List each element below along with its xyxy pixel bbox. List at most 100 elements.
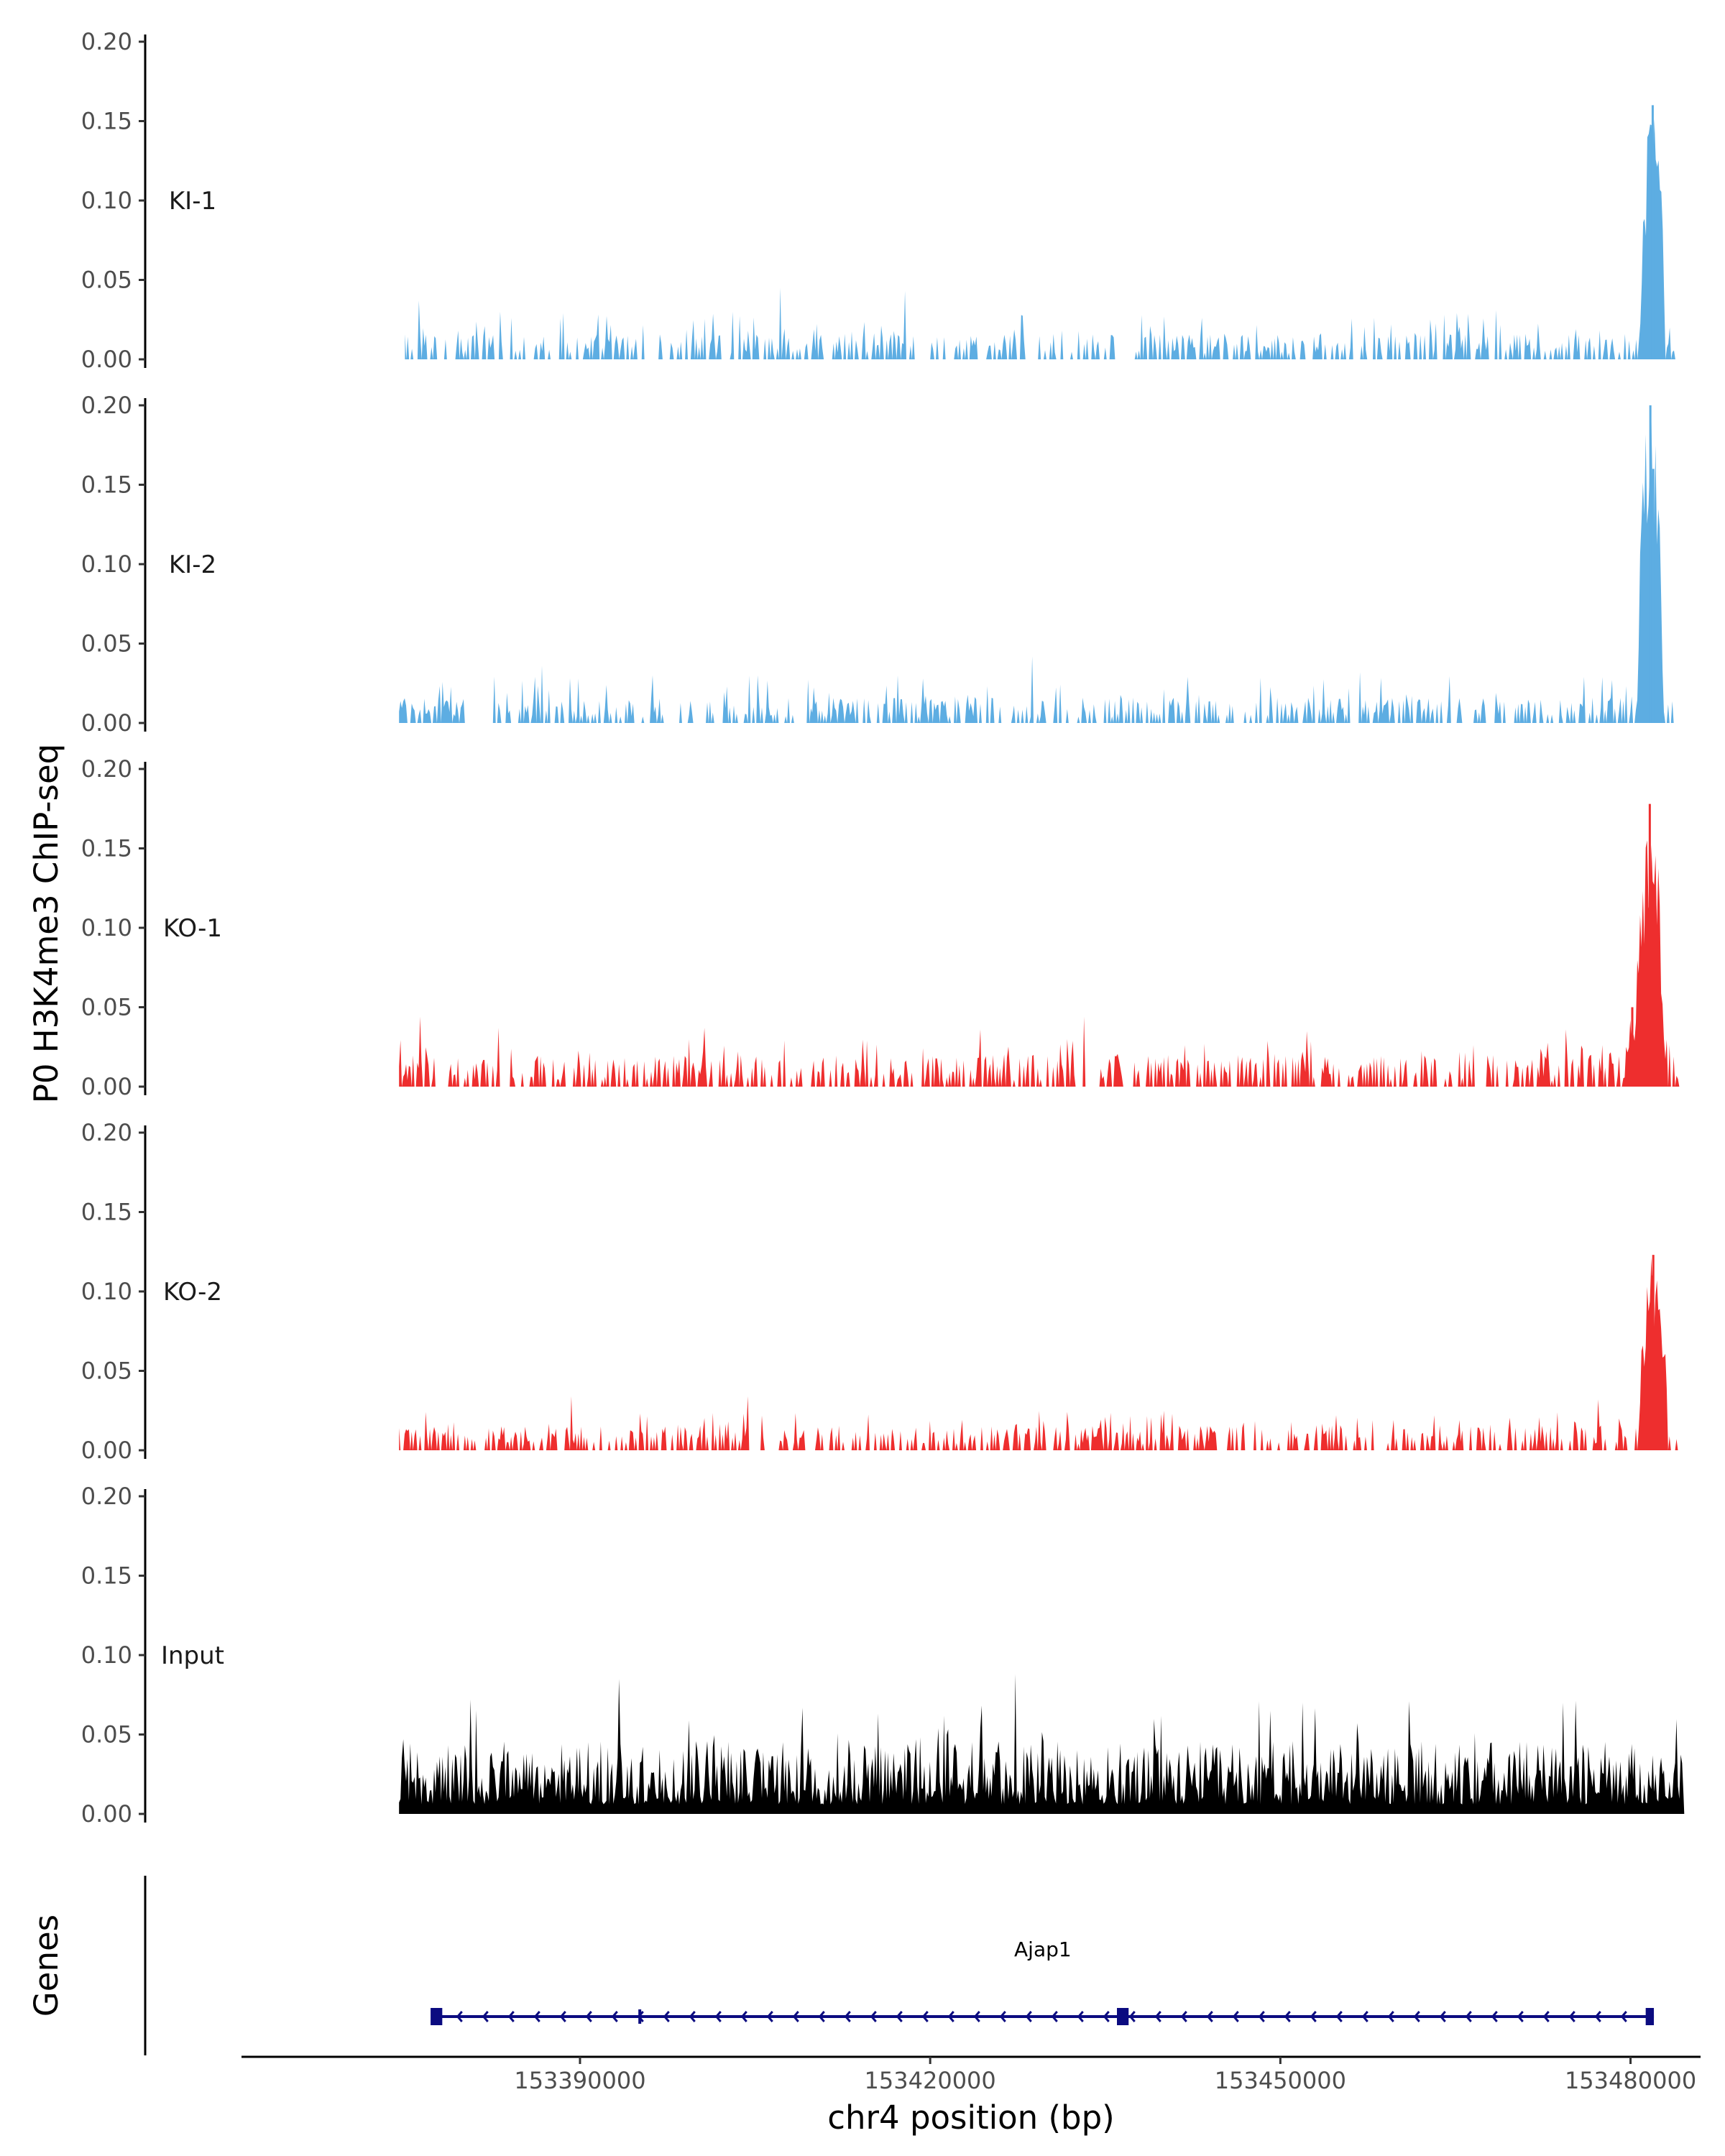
y-tick-label-ko-2: 0.05 — [81, 1358, 132, 1385]
y-tick-label-input: 0.15 — [81, 1562, 132, 1590]
strand-arrow-icon — [1517, 2011, 1524, 2022]
strand-arrow-icon — [1206, 2011, 1213, 2022]
strand-arrow-icon — [1491, 2011, 1498, 2022]
strand-arrow-icon — [740, 2011, 748, 2022]
strand-arrow-icon — [766, 2011, 773, 2022]
exon — [431, 2008, 443, 2025]
strand-arrow-icon — [1077, 2011, 1084, 2022]
y-tick-label-input: 0.20 — [81, 1483, 132, 1510]
strand-arrow-icon — [1620, 2011, 1627, 2022]
strand-arrow-icon — [1542, 2011, 1550, 2022]
strand-arrow-icon — [1568, 2011, 1576, 2022]
y-tick-label-ki-2: 0.15 — [81, 471, 132, 499]
y-tick-label-ki-2: 0.20 — [81, 392, 132, 419]
strand-arrow-icon — [1103, 2011, 1110, 2022]
gene-items: Ajap1 — [431, 1938, 1655, 2025]
strand-arrow-icon — [1025, 2011, 1032, 2022]
strand-arrow-icon — [947, 2011, 954, 2022]
y-tick-label-ki-2: 0.05 — [81, 630, 132, 658]
signal-area-ko-1 — [399, 840, 1680, 1087]
x-axis-title: chr4 position (bp) — [827, 2099, 1115, 2137]
strand-arrow-icon — [1465, 2011, 1472, 2022]
y-tick-label-ki-1: 0.00 — [81, 346, 132, 373]
y-tick-label-ko-2: 0.10 — [81, 1278, 132, 1305]
strand-arrow-icon — [1232, 2011, 1239, 2022]
exon — [1645, 2008, 1655, 2025]
strand-arrow-icon — [1051, 2011, 1058, 2022]
y-tick-label-ko-2: 0.15 — [81, 1199, 132, 1226]
strand-arrow-icon — [999, 2011, 1006, 2022]
strand-arrow-icon — [1258, 2011, 1265, 2022]
track-input: 0.00 0.05 0.10 0.15 0.20 Input — [81, 1483, 1685, 1828]
x-tick-label: 153480000 — [1565, 2067, 1696, 2094]
y-tick-label-input: 0.10 — [81, 1641, 132, 1669]
x-axis: 153390000 153420000 153450000 153480000 chr… — [242, 2055, 1701, 2137]
strand-arrow-icon — [585, 2011, 592, 2022]
strand-arrow-icon — [844, 2011, 851, 2022]
exon — [638, 2009, 642, 2024]
x-tick-label: 153390000 — [514, 2067, 645, 2094]
x-tick-label: 153450000 — [1215, 2067, 1346, 2094]
signal-area-ki-2 — [399, 420, 1678, 723]
strand-arrow-icon — [973, 2011, 980, 2022]
strand-arrow-icon — [870, 2011, 877, 2022]
y-tick-label-ko-1: 0.00 — [81, 1073, 132, 1100]
signal-area-ki-1 — [405, 119, 1678, 359]
track-label-ki-2: KI-2 — [169, 550, 216, 579]
y-tick-label-input: 0.00 — [81, 1800, 132, 1828]
y-tick-label-ki-1: 0.15 — [81, 108, 132, 135]
strand-arrow-icon — [1361, 2011, 1368, 2022]
strand-arrow-icon — [689, 2011, 696, 2022]
track-label-ko-1: KO-1 — [163, 914, 222, 943]
strand-arrow-icon — [663, 2011, 670, 2022]
strand-arrow-icon — [507, 2011, 515, 2022]
track-ko-2: 0.00 0.05 0.10 0.15 0.20 KO-2 — [81, 1119, 1680, 1464]
track-label-input: Input — [161, 1641, 224, 1670]
strand-arrow-icon — [818, 2011, 825, 2022]
strand-arrow-icon — [1594, 2011, 1601, 2022]
strand-arrow-icon — [559, 2011, 566, 2022]
track-ko-1: 0.00 0.05 0.10 0.15 0.20 KO-1 — [81, 755, 1680, 1100]
y-tick-label-ko-1: 0.10 — [81, 914, 132, 941]
signal-area-ko-2 — [399, 1258, 1680, 1450]
strand-arrow-icon — [1180, 2011, 1187, 2022]
y-tick-label-ki-1: 0.05 — [81, 267, 132, 294]
strand-arrow-icon — [1335, 2011, 1343, 2022]
strand-arrow-icon — [1128, 2011, 1136, 2022]
y-tick-label-ki-2: 0.10 — [81, 550, 132, 578]
y-tick-label-ko-1: 0.05 — [81, 994, 132, 1021]
strand-arrow-icon — [1439, 2011, 1446, 2022]
track-ki-2: 0.00 0.05 0.10 0.15 0.20 KI-2 — [81, 392, 1678, 737]
y-tick-label-ko-1: 0.20 — [81, 755, 132, 783]
strand-arrow-icon — [1387, 2011, 1394, 2022]
strand-arrow-icon — [1310, 2011, 1317, 2022]
y-tick-label-ki-1: 0.10 — [81, 187, 132, 214]
y-tick-label-ki-1: 0.20 — [81, 28, 132, 55]
y-tick-label-ko-2: 0.00 — [81, 1437, 132, 1464]
strand-arrow-icon — [714, 2011, 722, 2022]
strand-arrow-icon — [456, 2011, 463, 2022]
strand-arrow-icon — [533, 2011, 540, 2022]
y-tick-label-ko-1: 0.15 — [81, 835, 132, 862]
x-axis-ticks: 153390000 153420000 153450000 153480000 — [514, 2057, 1696, 2094]
strand-arrow-icon — [482, 2011, 489, 2022]
gene-name-label: Ajap1 — [1014, 1938, 1072, 1961]
strand-arrow-icon — [1413, 2011, 1420, 2022]
track-ki-1: 0.00 0.05 0.10 0.15 0.20 KI-1 — [81, 28, 1678, 373]
y-axis-title: P0 H3K4me3 ChIP-seq — [27, 744, 65, 1103]
y-tick-label-ko-2: 0.20 — [81, 1119, 132, 1146]
y-tick-label-input: 0.05 — [81, 1721, 132, 1749]
strand-arrow-icon — [611, 2011, 618, 2022]
signal-area-input — [399, 1674, 1685, 1814]
genes-panel: Genes Ajap1 — [27, 1876, 1655, 2055]
strand-arrow-icon — [1284, 2011, 1291, 2022]
strand-arrow-icon — [921, 2011, 929, 2022]
strand-arrow-icon — [792, 2011, 799, 2022]
gene-ajap1: Ajap1 — [431, 1938, 1655, 2025]
exon — [1117, 2008, 1129, 2025]
x-tick-label: 153420000 — [865, 2067, 996, 2094]
track-label-ki-1: KI-1 — [169, 187, 216, 216]
strand-arrow-icon — [1154, 2011, 1162, 2022]
y-tick-label-ki-2: 0.00 — [81, 709, 132, 737]
